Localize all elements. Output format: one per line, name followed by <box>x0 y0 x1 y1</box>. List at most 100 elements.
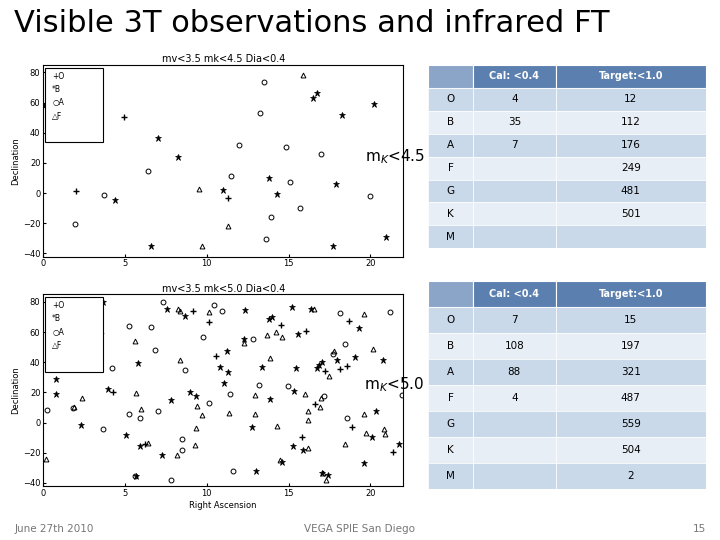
Bar <box>473 437 556 463</box>
Bar <box>428 65 473 87</box>
Text: *B: *B <box>52 314 61 323</box>
Bar <box>428 133 473 157</box>
Text: VEGA SPIE San Diego: VEGA SPIE San Diego <box>305 523 415 534</box>
Text: 12: 12 <box>624 94 637 104</box>
Bar <box>556 157 706 179</box>
Text: 481: 481 <box>621 186 641 196</box>
Text: F: F <box>448 163 454 173</box>
Text: 4: 4 <box>511 94 518 104</box>
Bar <box>556 411 706 437</box>
Text: Cal: <0.4: Cal: <0.4 <box>490 71 539 82</box>
Bar <box>473 411 556 437</box>
Bar <box>473 281 556 307</box>
Bar <box>428 307 473 333</box>
Bar <box>556 65 706 87</box>
Text: K: K <box>447 445 454 455</box>
Text: 15: 15 <box>693 523 706 534</box>
Text: K: K <box>447 209 454 219</box>
Text: 15: 15 <box>624 315 637 325</box>
Text: 108: 108 <box>505 341 524 351</box>
Text: Visible 3T observations and infrared FT: Visible 3T observations and infrared FT <box>14 9 610 38</box>
Text: △F: △F <box>52 341 63 350</box>
Text: M: M <box>446 232 455 242</box>
Text: 249: 249 <box>621 163 641 173</box>
Bar <box>473 226 556 248</box>
Y-axis label: Declination: Declination <box>11 137 20 185</box>
Bar <box>556 202 706 226</box>
Text: +O: +O <box>52 71 65 80</box>
Text: 197: 197 <box>621 341 641 351</box>
Bar <box>428 179 473 202</box>
Bar <box>428 281 473 307</box>
Bar <box>473 463 556 489</box>
Text: G: G <box>446 186 454 196</box>
Bar <box>428 226 473 248</box>
Bar <box>428 111 473 133</box>
Text: 2: 2 <box>627 471 634 481</box>
Text: 7: 7 <box>511 315 518 325</box>
Bar <box>473 359 556 384</box>
Bar <box>473 202 556 226</box>
Bar <box>556 359 706 384</box>
Bar <box>428 437 473 463</box>
Text: F: F <box>448 393 454 403</box>
Text: B: B <box>447 117 454 127</box>
Text: Target:<1.0: Target:<1.0 <box>598 289 663 299</box>
Bar <box>428 411 473 437</box>
Bar <box>556 333 706 359</box>
Text: △F: △F <box>52 112 63 121</box>
Text: m$_K$<5.0: m$_K$<5.0 <box>364 375 425 394</box>
Bar <box>556 384 706 411</box>
Text: G: G <box>446 418 454 429</box>
Text: +O: +O <box>52 301 65 310</box>
Text: 321: 321 <box>621 367 641 377</box>
Text: Cal: <0.4: Cal: <0.4 <box>490 289 539 299</box>
Text: O: O <box>446 94 455 104</box>
Text: B: B <box>447 341 454 351</box>
Bar <box>556 307 706 333</box>
Bar <box>473 384 556 411</box>
Y-axis label: Declination: Declination <box>11 366 20 414</box>
Text: 88: 88 <box>508 367 521 377</box>
Text: 112: 112 <box>621 117 641 127</box>
Bar <box>556 226 706 248</box>
Text: A: A <box>447 367 454 377</box>
Text: ○A: ○A <box>52 98 64 107</box>
Text: 176: 176 <box>621 140 641 150</box>
Text: 501: 501 <box>621 209 641 219</box>
Text: M: M <box>446 471 455 481</box>
Bar <box>556 111 706 133</box>
Bar <box>428 359 473 384</box>
Text: June 27th 2010: June 27th 2010 <box>14 523 94 534</box>
Bar <box>428 384 473 411</box>
Bar <box>428 157 473 179</box>
Text: 35: 35 <box>508 117 521 127</box>
Title: mv<3.5 mk<5.0 Dia<0.4: mv<3.5 mk<5.0 Dia<0.4 <box>161 284 285 294</box>
Text: 504: 504 <box>621 445 641 455</box>
Text: 487: 487 <box>621 393 641 403</box>
FancyBboxPatch shape <box>45 297 103 372</box>
Bar <box>473 179 556 202</box>
Text: ○A: ○A <box>52 328 64 337</box>
Text: *B: *B <box>52 85 61 94</box>
Bar <box>473 133 556 157</box>
Bar <box>556 281 706 307</box>
Bar <box>473 87 556 111</box>
Bar <box>556 179 706 202</box>
FancyBboxPatch shape <box>45 68 103 143</box>
Bar <box>473 111 556 133</box>
Bar <box>428 87 473 111</box>
Text: Target:<1.0: Target:<1.0 <box>598 71 663 82</box>
Bar <box>473 307 556 333</box>
Bar <box>556 437 706 463</box>
Bar <box>556 463 706 489</box>
Bar <box>428 463 473 489</box>
Text: 559: 559 <box>621 418 641 429</box>
Bar <box>428 202 473 226</box>
X-axis label: Right Ascension: Right Ascension <box>189 501 257 510</box>
Bar <box>473 65 556 87</box>
Title: mv<3.5 mk<4.5 Dia<0.4: mv<3.5 mk<4.5 Dia<0.4 <box>161 54 285 64</box>
Bar <box>473 333 556 359</box>
Text: 7: 7 <box>511 140 518 150</box>
Bar <box>556 133 706 157</box>
